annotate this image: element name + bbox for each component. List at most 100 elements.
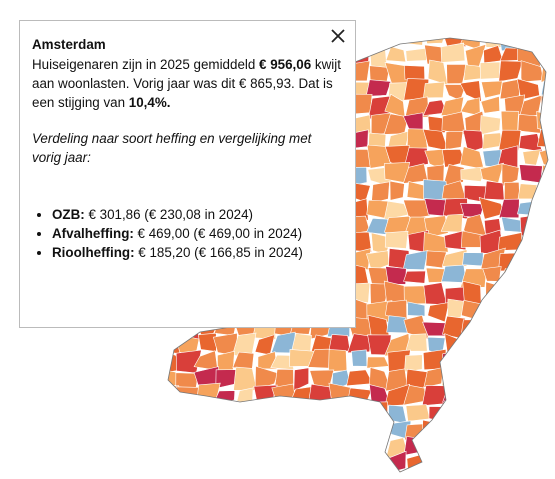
municipality [427, 59, 449, 86]
municipality [498, 38, 525, 52]
municipality [309, 467, 331, 472]
municipality [459, 146, 485, 170]
municipality [293, 422, 310, 439]
municipality [517, 252, 544, 268]
municipality [233, 366, 258, 391]
municipality [405, 47, 429, 62]
municipality [522, 149, 541, 166]
municipality [519, 266, 540, 289]
municipality [288, 455, 311, 472]
municipality [233, 436, 259, 459]
municipality [518, 452, 545, 471]
municipality [347, 471, 372, 472]
levy-label: Afvalheffing: [52, 226, 134, 241]
municipality [522, 235, 544, 251]
municipality [327, 452, 352, 472]
municipality [484, 457, 506, 472]
municipality [270, 434, 297, 459]
municipality [250, 451, 278, 472]
municipality [310, 451, 330, 472]
municipality [365, 433, 387, 459]
municipality [289, 400, 317, 426]
municipality [423, 38, 448, 45]
municipality [537, 403, 548, 419]
municipality [213, 471, 239, 472]
municipality [500, 351, 524, 372]
levy-text: € 301,86 (€ 230,08 in 2024) [84, 207, 253, 222]
municipality [252, 439, 275, 457]
municipality [516, 78, 540, 101]
municipality [235, 400, 259, 420]
municipality [365, 38, 391, 50]
municipality [518, 333, 543, 355]
municipality [462, 252, 484, 267]
municipality [501, 163, 520, 188]
municipality [254, 365, 279, 391]
municipality [498, 60, 523, 83]
municipality [168, 332, 181, 355]
municipality [347, 402, 371, 422]
municipality [479, 303, 505, 320]
municipality [480, 95, 500, 114]
municipality [213, 420, 238, 442]
municipality [484, 180, 505, 201]
municipality [539, 318, 548, 341]
municipality [443, 400, 465, 422]
municipality [498, 386, 521, 408]
municipality [404, 65, 426, 81]
municipality [540, 434, 548, 458]
municipality [423, 231, 449, 253]
municipality [270, 450, 294, 472]
municipality [364, 421, 388, 441]
municipality [254, 402, 276, 423]
municipality [442, 164, 465, 186]
municipality [478, 350, 505, 374]
municipality [234, 423, 255, 439]
municipality [499, 405, 523, 424]
municipality [327, 405, 354, 420]
municipality [500, 315, 521, 340]
municipality [460, 319, 482, 339]
municipality [350, 418, 372, 441]
municipality [516, 200, 542, 217]
municipality [498, 198, 520, 219]
municipality [423, 456, 449, 472]
municipality [346, 434, 370, 459]
levy-item: Rioolheffing: € 185,20 (€ 166,85 in 2024… [52, 243, 343, 262]
municipality [445, 418, 468, 442]
municipality [521, 351, 543, 373]
municipality [480, 416, 504, 440]
municipality [215, 399, 237, 421]
levy-text: € 185,20 (€ 166,85 in 2024) [134, 245, 303, 260]
municipality [463, 333, 482, 358]
municipality [346, 369, 374, 387]
municipality [347, 333, 372, 354]
municipality [195, 437, 222, 455]
municipality [502, 451, 523, 472]
municipality [351, 349, 368, 367]
popup-intro: Huiseigenaren zijn in 2025 gemiddeld € 9… [32, 55, 343, 112]
municipality [516, 383, 544, 405]
municipality [479, 115, 501, 136]
municipality [369, 43, 388, 68]
close-button[interactable] [331, 29, 345, 43]
municipality [199, 417, 220, 443]
municipality [478, 384, 503, 408]
municipality [421, 419, 445, 441]
municipality [539, 146, 548, 168]
municipality [310, 438, 333, 457]
municipality [542, 164, 548, 186]
municipality [461, 369, 484, 388]
municipality [328, 418, 353, 441]
municipality [498, 367, 524, 390]
municipality [424, 435, 447, 454]
municipality [425, 267, 448, 283]
municipality [168, 417, 178, 438]
municipality [423, 366, 444, 388]
municipality [441, 249, 468, 267]
municipality [462, 386, 485, 405]
municipality [443, 434, 467, 458]
municipality [499, 468, 522, 472]
levy-list: OZB: € 301,86 (€ 230,08 in 2024)Afvalhef… [32, 205, 343, 262]
